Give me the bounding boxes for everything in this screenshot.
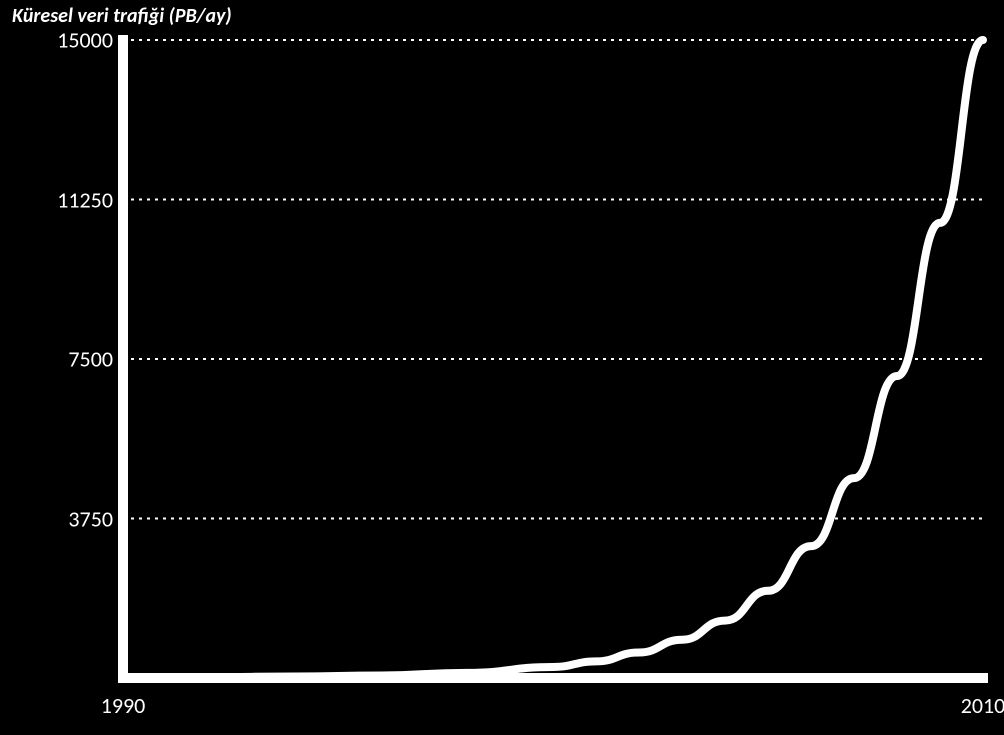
x-tick-label: 2010 xyxy=(943,692,1004,719)
y-tick-label: 11250 xyxy=(28,186,113,213)
x-tick-label: 1990 xyxy=(83,692,163,719)
y-tick-label: 15000 xyxy=(28,27,113,54)
chart-container: Küresel veri trafiği (PB/ay) 37507500112… xyxy=(0,0,1004,735)
chart-svg xyxy=(0,0,1004,735)
y-tick-label: 3750 xyxy=(28,505,113,532)
y-tick-label: 7500 xyxy=(28,346,113,373)
